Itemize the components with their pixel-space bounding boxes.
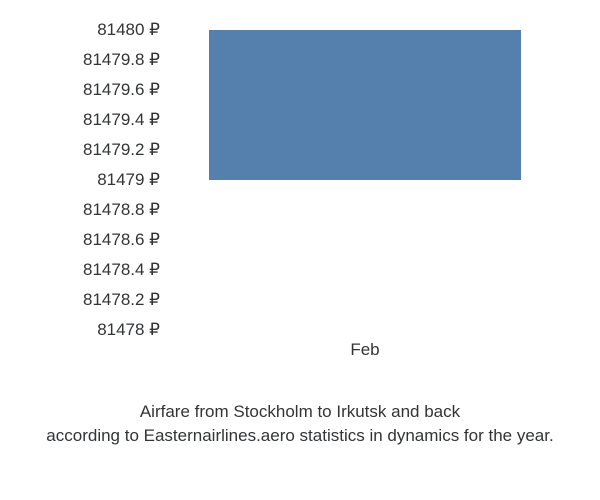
y-tick-label: 81478.4 ₽: [30, 260, 160, 280]
caption-line-2: according to Easternairlines.aero statis…: [0, 424, 600, 448]
y-tick-label: 81478 ₽: [30, 320, 160, 340]
chart-area: 81480 ₽81479.8 ₽81479.6 ₽81479.4 ₽81479.…: [30, 30, 570, 350]
y-axis: 81480 ₽81479.8 ₽81479.6 ₽81479.4 ₽81479.…: [30, 30, 160, 330]
bar: [209, 30, 521, 180]
y-tick-label: 81480 ₽: [30, 20, 160, 40]
y-tick-label: 81478.8 ₽: [30, 200, 160, 220]
y-tick-label: 81479.4 ₽: [30, 110, 160, 130]
y-tick-label: 81479.8 ₽: [30, 50, 160, 70]
plot-area: [175, 30, 555, 330]
y-tick-label: 81478.6 ₽: [30, 230, 160, 250]
y-tick-label: 81479 ₽: [30, 170, 160, 190]
caption-line-1: Airfare from Stockholm to Irkutsk and ba…: [0, 400, 600, 424]
y-tick-label: 81478.2 ₽: [30, 290, 160, 310]
y-tick-label: 81479.6 ₽: [30, 80, 160, 100]
x-tick-label: Feb: [209, 340, 521, 360]
y-tick-label: 81479.2 ₽: [30, 140, 160, 160]
chart-caption: Airfare from Stockholm to Irkutsk and ba…: [0, 400, 600, 448]
